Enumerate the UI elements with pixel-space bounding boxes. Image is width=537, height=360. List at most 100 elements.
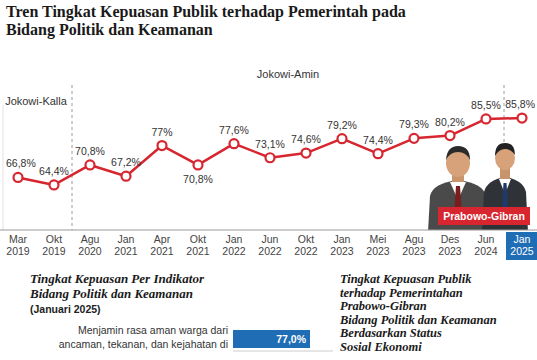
data-point — [302, 149, 311, 158]
x-tick-label-line: Agu — [81, 233, 100, 245]
x-tick-label: Mar2019 — [6, 233, 30, 257]
data-point — [158, 141, 167, 150]
data-point — [50, 180, 59, 189]
y-axis-line — [3, 105, 4, 230]
data-point — [194, 160, 203, 169]
x-tick-label-line: 2020 — [78, 245, 102, 257]
figure-hair — [495, 143, 515, 156]
x-tick-label: Jan2025 — [510, 233, 534, 257]
sidebar-title-line: Sosial Ekonomi — [340, 340, 422, 354]
x-tick-label-line: 2021 — [114, 245, 138, 257]
x-tick-label: Agu2023 — [402, 233, 426, 257]
data-label: 70,8% — [183, 173, 213, 185]
x-tick-label-line: 2023 — [330, 245, 354, 257]
period-label: Jokowi-Amin — [257, 68, 319, 80]
x-tick-label-line: Jan — [118, 233, 135, 245]
x-tick-label: Okt2021 — [186, 233, 210, 257]
data-label: 85,8% — [505, 98, 535, 110]
x-tick-label-line: 2023 — [438, 245, 462, 257]
x-tick-label-line: Mar — [9, 233, 28, 245]
data-label: 77,6% — [219, 124, 249, 136]
period-box — [438, 207, 530, 225]
data-label: 79,3% — [399, 118, 429, 130]
data-label: 74,6% — [291, 133, 321, 145]
highlight-box — [506, 232, 537, 260]
x-tick-label-line: Jan — [514, 233, 531, 245]
bar — [233, 330, 310, 348]
sidebar-title-line: Bidang Politik dan Keamanan — [339, 313, 497, 327]
panel-title: Tingkat Kepuasan Per IndikatorBidang Pol… — [29, 271, 205, 301]
chart-title: Tren Tingkat Kepuasan Publik terhadap Pe… — [6, 3, 406, 39]
x-tick-label-line: 2022 — [258, 245, 282, 257]
illustration — [428, 143, 528, 230]
x-tick-label: Jun2024 — [474, 233, 498, 257]
x-tick-label-line: Agu — [405, 233, 424, 245]
period-label: Prabowo-Gibran — [443, 210, 525, 222]
x-tick-label-line: Apr — [154, 233, 171, 245]
x-tick-label-line: 2019 — [42, 245, 66, 257]
x-tick-label-line: 2021 — [186, 245, 210, 257]
data-label: 67,2% — [111, 156, 141, 168]
x-tick-label-line: 2025 — [510, 245, 534, 257]
figure-hair — [446, 146, 470, 160]
bar-axis-line — [233, 351, 333, 352]
bar-data-label: 77,0% — [276, 333, 306, 345]
x-tick-label: Jan2021 — [114, 233, 138, 257]
bar-group — [233, 330, 310, 348]
bar-category-label-line: ancaman, tekanan, dan kejahatan di — [59, 338, 228, 350]
x-tick-label: Jan2023 — [330, 233, 354, 257]
data-label: 79,2% — [327, 119, 357, 131]
data-label: 74,4% — [363, 134, 393, 146]
chart-title-line: Tren Tingkat Kepuasan Publik terhadap Pe… — [6, 3, 406, 21]
x-tick-label-line: Jan — [226, 233, 243, 245]
x-tick-label-line: 2023 — [402, 245, 426, 257]
x-tick-label-line: Jan — [334, 233, 351, 245]
x-tick-label-line: 2019 — [6, 245, 30, 257]
sidebar-title-line: Prabowo-Gibran — [340, 299, 427, 313]
data-point — [230, 139, 239, 148]
data-label: 85,5% — [471, 99, 501, 111]
sidebar-title-line: Tingkat Kepuasan Publik — [340, 272, 472, 286]
data-label: 70,8% — [75, 145, 105, 157]
data-label: 73,1% — [255, 138, 285, 150]
sidebar-title: Tingkat Kepuasan Publikterhadap Pemerint… — [339, 272, 497, 354]
x-tick-label-line: 2024 — [474, 245, 498, 257]
x-tick-label-line: Mei — [370, 233, 387, 245]
data-point — [86, 160, 95, 169]
x-tick-label-line: Okt — [46, 233, 62, 245]
data-point — [482, 114, 491, 123]
data-label: 64,4% — [39, 165, 69, 177]
x-tick-label-line: 2021 — [150, 245, 174, 257]
x-axis-line — [0, 230, 537, 231]
x-tick-label-line: 2023 — [366, 245, 390, 257]
sidebar-title-line: Berdasarkan Status — [339, 326, 442, 340]
data-point — [122, 172, 131, 181]
data-group — [14, 114, 527, 190]
panel-title-line: Bidang Politik dan Keamanan — [29, 286, 193, 301]
period-separator — [72, 85, 73, 230]
x-tick-label-line: Jun — [262, 233, 279, 245]
panel-title-line: Tingkat Kepuasan Per Indikator — [30, 271, 205, 286]
period-label: Jokowi-Kalla — [5, 95, 68, 107]
x-tick-label: Apr2021 — [150, 233, 174, 257]
sidebar-title-line: terhadap Pemerintahan — [340, 286, 463, 300]
x-tick-label: Mei2023 — [366, 233, 390, 257]
data-label: 66,8% — [6, 157, 36, 169]
x-tick-label: Des2023 — [438, 233, 462, 257]
data-point — [338, 134, 347, 143]
x-tick-label: Jan2022 — [222, 233, 246, 257]
x-tick-label-line: 2022 — [294, 245, 318, 257]
x-tick-label-line: Des — [441, 233, 460, 245]
chart-title-line: Bidang Politik dan Keamanan — [6, 21, 213, 39]
x-tick-label-line: 2022 — [222, 245, 246, 257]
data-point — [14, 173, 23, 182]
panel-subtitle: (Januari 2025) — [30, 303, 101, 315]
x-tick-label-line: Jun — [478, 233, 495, 245]
data-point — [446, 131, 455, 140]
data-line — [18, 118, 522, 185]
bar-category-label: Menjamin rasa aman warga dariancaman, te… — [59, 324, 228, 350]
data-point — [266, 153, 275, 162]
chart-canvas: Tren Tingkat Kepuasan Publik terhadap Pe… — [0, 0, 537, 360]
data-label: 80,2% — [435, 116, 465, 128]
data-point — [374, 149, 383, 158]
